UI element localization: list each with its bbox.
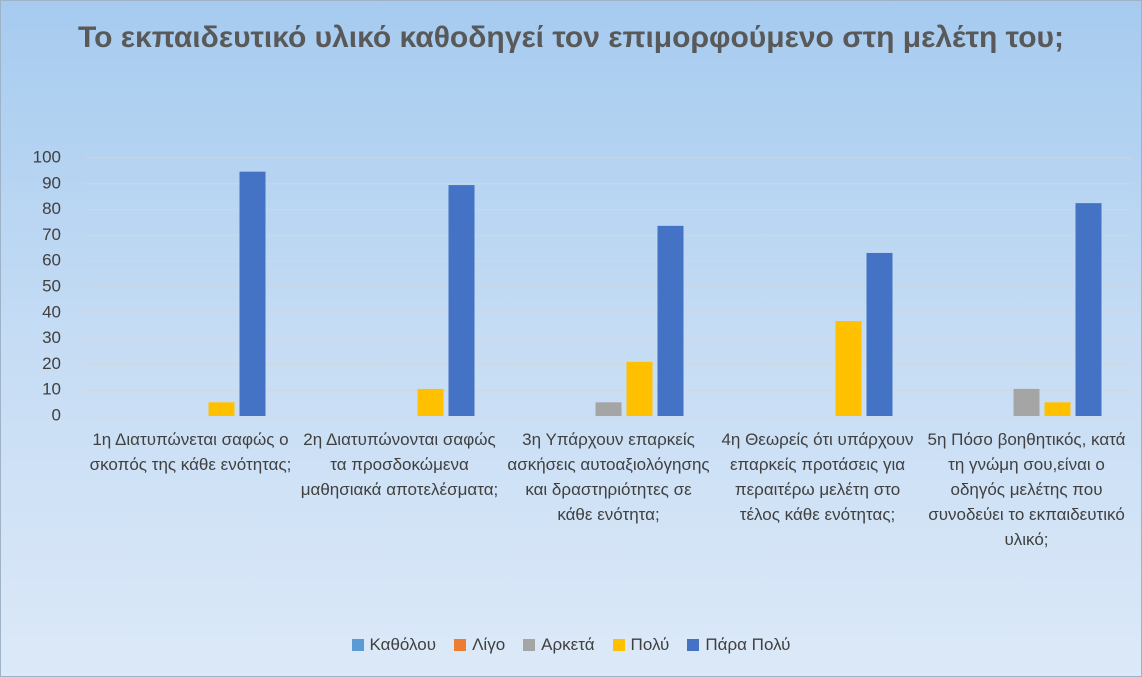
bar — [208, 402, 235, 416]
bar — [835, 321, 862, 416]
bar — [595, 402, 622, 416]
y-tick-label: 30 — [42, 328, 61, 347]
legend-swatch — [612, 639, 625, 651]
bar — [239, 171, 266, 416]
bar — [1013, 388, 1040, 416]
x-tick-label: 3η Υπάρχουν επαρκείς ασκήσεις αυτοαξιολό… — [507, 430, 710, 524]
legend-swatch — [523, 639, 536, 651]
y-tick-label: 10 — [42, 380, 61, 399]
legend-swatch — [351, 639, 364, 651]
bar — [1075, 203, 1102, 416]
y-tick-label: 20 — [42, 354, 61, 373]
legend-item: Καθόλου — [351, 635, 437, 655]
x-tick-label: 1η Διατυπώνεται σαφώς ο σκοπός της κάθε … — [89, 430, 292, 474]
legend-label: Λίγο — [472, 635, 506, 654]
legend-item: Πολύ — [612, 635, 670, 655]
y-tick-label: 80 — [42, 199, 61, 218]
legend-item: Αρκετά — [523, 635, 595, 655]
legend-item: Λίγο — [454, 635, 505, 655]
x-tick-label: 4η Θεωρείς ότι υπάρχουν επαρκείς προτάσε… — [721, 430, 914, 524]
y-tick-label: 50 — [42, 276, 61, 295]
bar — [626, 361, 653, 416]
y-tick-label: 70 — [42, 225, 61, 244]
legend-label: Πολύ — [630, 635, 670, 654]
y-tick-label: 40 — [42, 302, 61, 321]
y-tick-label: 100 — [33, 147, 61, 166]
legend-label: Αρκετά — [541, 635, 595, 654]
legend: Καθόλου Λίγο Αρκετά Πολύ Πάρα Πολύ — [1, 635, 1141, 655]
legend-label: Καθόλου — [369, 635, 437, 654]
x-tick-label: 5η Πόσο βοηθητικός, κατά τη γνώμη σου,εί… — [927, 430, 1126, 549]
legend-swatch — [687, 639, 700, 651]
y-tick-label: 90 — [42, 173, 61, 192]
legend-item: Πάρα Πολύ — [687, 635, 790, 655]
legend-swatch — [454, 639, 467, 651]
legend-label: Πάρα Πολύ — [705, 635, 791, 654]
bar — [657, 225, 684, 416]
bar — [417, 388, 444, 416]
x-tick-label: 2η Διατυπώνονται σαφώς τα προσδοκώμενα μ… — [300, 430, 499, 499]
bar — [448, 185, 475, 416]
chart-title: Το εκπαιδευτικό υλικό καθοδηγεί τον επιμ… — [78, 21, 1064, 54]
y-tick-label: 0 — [52, 405, 61, 424]
bar — [1044, 402, 1071, 416]
bar — [866, 252, 893, 416]
y-tick-label: 60 — [42, 251, 61, 270]
